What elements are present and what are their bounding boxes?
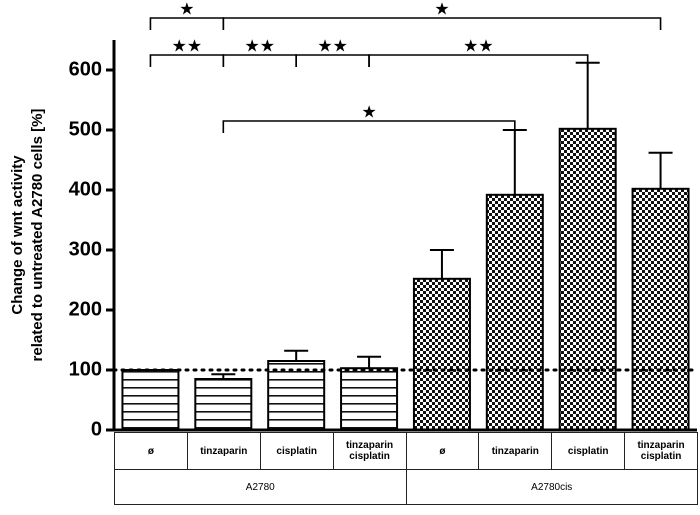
category-label: tinzaparin bbox=[186, 432, 261, 470]
error-bar bbox=[357, 355, 382, 369]
y-tick-label: 100 bbox=[69, 358, 102, 380]
bar bbox=[121, 369, 180, 431]
significance-label: ★ bbox=[361, 102, 376, 121]
y-tick-label: 600 bbox=[69, 58, 102, 80]
y-tick-label: 500 bbox=[69, 118, 102, 140]
y-tick-label: 300 bbox=[69, 238, 102, 260]
error-bar bbox=[284, 349, 309, 361]
significance-label: ★★ bbox=[463, 36, 493, 55]
significance-label: ★ bbox=[434, 0, 449, 18]
bar bbox=[558, 127, 617, 432]
y-tick-label: 200 bbox=[69, 298, 102, 320]
significance-bracket bbox=[222, 54, 297, 67]
y-tick-label: 0 bbox=[91, 418, 102, 440]
category-label: tinzaparin cisplatin bbox=[332, 432, 407, 470]
significance-bracket bbox=[149, 54, 225, 67]
error-bar bbox=[648, 151, 673, 189]
bar bbox=[631, 187, 690, 431]
group-label: A2780cis bbox=[405, 469, 698, 505]
significance-label: ★★ bbox=[245, 36, 275, 55]
significance-bracket bbox=[149, 17, 225, 30]
bar bbox=[412, 277, 471, 431]
significance-bracket bbox=[295, 54, 370, 67]
error-bar bbox=[211, 373, 236, 379]
significance-bracket bbox=[368, 54, 589, 67]
category-label: ø bbox=[405, 432, 480, 470]
category-label: cisplatin bbox=[551, 432, 626, 470]
significance-bracket bbox=[222, 120, 516, 133]
significance-label: ★★ bbox=[317, 36, 347, 55]
y-axis-label: related to untreated A2780 cells [%] bbox=[29, 109, 46, 362]
bar bbox=[194, 378, 253, 431]
significance-bracket bbox=[222, 17, 662, 30]
category-label: tinzaparin cisplatin bbox=[624, 432, 698, 470]
y-axis-label: Change of wnt activity bbox=[9, 155, 26, 315]
error-bar bbox=[502, 129, 527, 195]
error-bar bbox=[575, 61, 600, 129]
bar bbox=[485, 193, 544, 431]
category-label: ø bbox=[114, 432, 188, 470]
category-label: cisplatin bbox=[259, 432, 334, 470]
category-label: tinzaparin bbox=[478, 432, 553, 470]
bar bbox=[340, 367, 399, 432]
group-label: A2780 bbox=[114, 469, 407, 505]
error-bar bbox=[429, 249, 454, 279]
significance-label: ★★ bbox=[172, 36, 202, 55]
y-tick-label: 400 bbox=[69, 178, 102, 200]
significance-label: ★ bbox=[179, 0, 194, 18]
